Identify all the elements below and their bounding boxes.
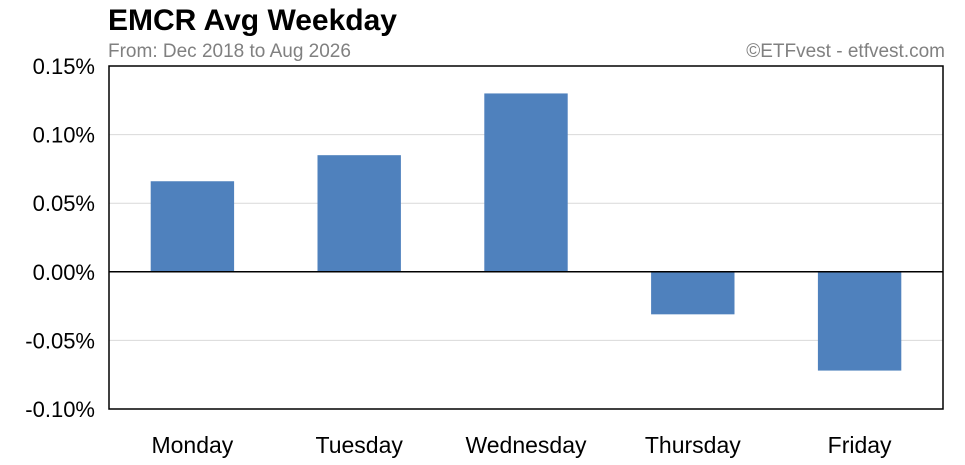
bar-monday	[150, 181, 235, 272]
bar-tuesday	[317, 155, 401, 272]
y-tick-label: 0.00%	[33, 260, 95, 285]
bar-wednesday	[484, 93, 568, 272]
y-tick-label: 0.10%	[33, 123, 95, 148]
y-tick-label: -0.10%	[25, 397, 95, 422]
bar-friday	[817, 271, 902, 371]
bars	[150, 93, 902, 371]
plot-area	[108, 65, 944, 410]
x-tick-label: Monday	[151, 432, 233, 458]
x-tick-label: Thursday	[645, 432, 741, 458]
x-tick-label: Friday	[828, 432, 892, 458]
chart-credit: ©ETFvest - etfvest.com	[746, 41, 945, 62]
bar-thursday	[651, 271, 735, 315]
x-tick-label: Wednesday	[465, 432, 587, 458]
y-axis-ticks: 0.15% 0.10% 0.05% 0.00% -0.05% -0.10%	[25, 54, 95, 422]
y-tick-label: 0.05%	[33, 191, 95, 216]
y-tick-label: 0.15%	[33, 54, 95, 79]
y-tick-label: -0.05%	[25, 328, 95, 353]
chart-subtitle: From: Dec 2018 to Aug 2026	[108, 41, 351, 62]
chart-title: EMCR Avg Weekday	[108, 4, 397, 37]
x-tick-label: Tuesday	[316, 432, 404, 458]
x-axis-ticks: Monday Tuesday Wednesday Thursday Friday	[151, 432, 892, 458]
